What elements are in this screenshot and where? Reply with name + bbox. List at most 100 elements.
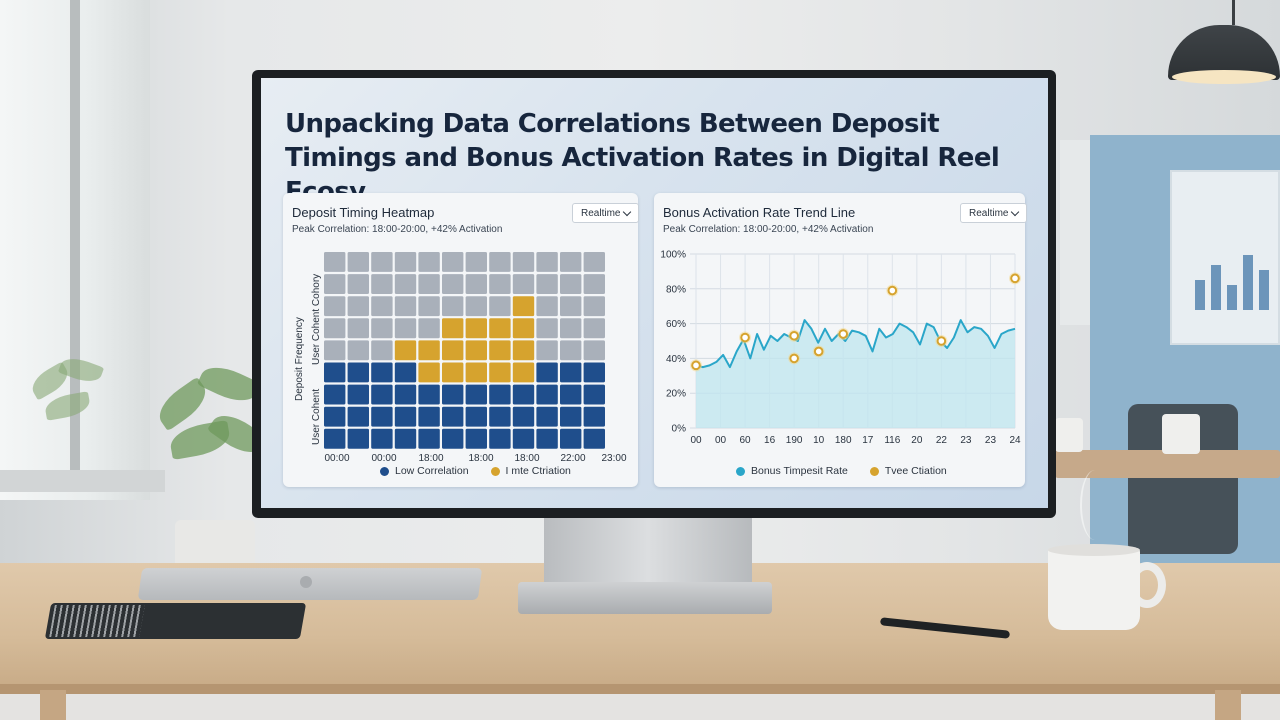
side-plant xyxy=(1162,414,1200,454)
heatmap-cell xyxy=(418,384,440,405)
heatmap-cell xyxy=(347,428,369,449)
heatmap-cell xyxy=(536,340,558,361)
floor xyxy=(0,690,1280,720)
heatmap-range-dropdown[interactable]: Realtime xyxy=(572,203,640,223)
heatmap-cell xyxy=(583,274,605,294)
heatmap-card: Deposit Timing Heatmap Peak Correlation:… xyxy=(283,193,640,487)
heatmap-cell xyxy=(394,406,417,427)
heatmap-cell xyxy=(465,428,487,449)
heatmap-cell xyxy=(324,384,346,405)
trend-chart: 100% 80% 60% 40% 20% 0% 00 00 60 16 190 10 180 17 116… xyxy=(660,250,1021,446)
heatmap-cell xyxy=(536,318,558,339)
legend-swatch-teal xyxy=(736,466,745,476)
heatmap-cell xyxy=(394,318,417,339)
heatmap-cell xyxy=(442,318,464,339)
heatmap-cell xyxy=(442,296,464,317)
wall-poster xyxy=(1170,170,1280,345)
heatmap-cell xyxy=(324,362,346,383)
heatmap-cell xyxy=(371,428,393,449)
heatmap-cell xyxy=(583,296,605,317)
heatmap-cell xyxy=(560,274,582,294)
heatmap-x-tick: 18:00 xyxy=(418,453,443,464)
mug-rim xyxy=(1048,544,1140,556)
legend-swatch-blue xyxy=(380,466,389,476)
heatmap-cell xyxy=(583,384,605,405)
x-tick-label: 23 xyxy=(985,435,997,446)
heatmap-cell xyxy=(418,428,440,449)
desk-leg xyxy=(40,690,66,720)
heatmap-cell xyxy=(371,362,393,383)
heatmap-x-tick: 23:00 xyxy=(601,453,626,464)
trend-range-dropdown[interactable]: Realtime xyxy=(960,203,1028,223)
heatmap-cell xyxy=(324,274,346,294)
monitor-stand xyxy=(544,514,752,586)
heatmap-cell xyxy=(536,428,558,449)
heatmap-cell xyxy=(394,428,417,449)
heatmap-cell xyxy=(465,318,487,339)
trend-marker xyxy=(789,330,799,341)
poster-chart xyxy=(1195,240,1275,310)
heatmap-x-tick: 18:00 xyxy=(514,453,539,464)
heatmap-x-tick: 00:00 xyxy=(371,453,396,464)
heatmap-cell xyxy=(347,296,369,317)
trend-marker xyxy=(789,353,799,364)
heatmap-title: Deposit Timing Heatmap xyxy=(292,205,435,220)
legend-label: Low Correlation xyxy=(395,465,469,477)
heatmap-cell xyxy=(465,296,487,317)
background-plant xyxy=(20,350,110,470)
heatmap-cell xyxy=(583,318,605,339)
x-tick-label: 20 xyxy=(911,435,923,446)
heatmap-x-tick: 18:00 xyxy=(468,453,493,464)
heatmap-cell xyxy=(394,362,417,383)
wall-shelf xyxy=(1060,140,1090,325)
heatmap-cell xyxy=(371,296,393,317)
monitor-base xyxy=(518,582,772,614)
x-tick-label: 180 xyxy=(835,435,852,446)
window-frame xyxy=(70,0,80,480)
y-tick-label: 60% xyxy=(666,319,686,330)
trend-marker xyxy=(740,332,750,343)
heatmap-cell xyxy=(536,362,558,383)
heatmap-y-label: User Cohent xyxy=(311,389,322,445)
heatmap-cell xyxy=(442,340,464,361)
x-tick-label: 16 xyxy=(764,435,776,446)
x-tick-label: 00 xyxy=(690,435,702,446)
heatmap-cell xyxy=(465,406,487,427)
legend-swatch-gold xyxy=(490,466,500,476)
trend-subtitle: Peak Correlation: 18:00-20:00, +42% Acti… xyxy=(663,224,874,235)
heatmap-cell xyxy=(394,384,417,405)
heatmap-cell xyxy=(324,428,346,449)
heatmap-cell xyxy=(347,384,369,405)
heatmap-cell xyxy=(489,428,511,449)
heatmap-cell xyxy=(489,362,511,383)
x-tick-label: 17 xyxy=(862,435,874,446)
heatmap-cell xyxy=(512,252,535,272)
heatmap-cell xyxy=(394,274,417,294)
trend-marker xyxy=(838,329,849,339)
heatmap-cell xyxy=(347,318,369,339)
heatmap-cell xyxy=(489,406,511,427)
heatmap-cell xyxy=(583,406,605,427)
x-tick-label: 22 xyxy=(936,435,948,446)
heatmap-cell xyxy=(560,384,582,405)
heatmap-cell xyxy=(442,406,464,427)
heatmap-cell xyxy=(512,340,535,361)
heatmap-cell xyxy=(465,274,487,294)
trend-marker xyxy=(813,346,824,357)
heatmap-cell xyxy=(371,340,393,361)
heatmap-cell xyxy=(583,340,605,361)
heatmap-cell xyxy=(324,252,346,272)
heatmap-legend: Low Correlation I mte Ctriation xyxy=(380,465,571,477)
laptop-logo xyxy=(300,576,312,588)
heatmap-cell xyxy=(442,428,464,449)
heatmap-cell xyxy=(418,362,440,383)
heatmap-cell xyxy=(512,362,535,383)
heatmap-cell xyxy=(489,252,511,272)
heatmap-cell xyxy=(536,274,558,294)
heatmap-chart: Deposit Frequency User Cohent Cohory Use… xyxy=(294,252,627,464)
heatmap-cell xyxy=(512,428,535,449)
trend-area-fill xyxy=(696,320,1015,428)
trend-legend: Bonus Timpesit Rate Tvee Ctiation xyxy=(736,465,947,477)
trend-marker xyxy=(691,360,701,371)
heatmap-cell xyxy=(489,384,511,405)
